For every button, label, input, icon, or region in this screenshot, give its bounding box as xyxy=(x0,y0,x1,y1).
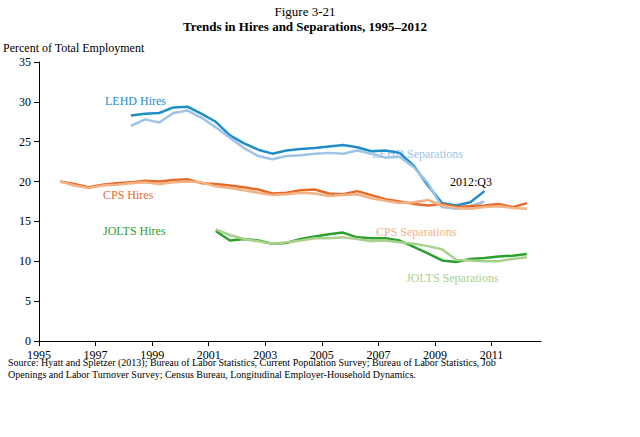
svg-text:20: 20 xyxy=(19,175,31,189)
svg-text:Source: Hyatt and Spletzer (20: Source: Hyatt and Spletzer (2013); Burea… xyxy=(8,356,499,368)
svg-text:2005: 2005 xyxy=(310,348,334,362)
svg-text:1999: 1999 xyxy=(140,348,164,362)
svg-text:2007: 2007 xyxy=(366,348,390,362)
svg-text:35: 35 xyxy=(19,55,31,69)
svg-text:Percent of Total Employment: Percent of Total Employment xyxy=(3,41,145,55)
svg-text:CPS Hires: CPS Hires xyxy=(103,188,154,202)
svg-text:2009: 2009 xyxy=(423,348,447,362)
svg-text:CPS Separations: CPS Separations xyxy=(376,225,457,239)
svg-text:JOLTS Hires: JOLTS Hires xyxy=(103,224,166,238)
svg-text:2001: 2001 xyxy=(197,348,221,362)
svg-text:2012:Q3: 2012:Q3 xyxy=(450,175,492,189)
svg-text:2003: 2003 xyxy=(253,348,277,362)
svg-text:1995: 1995 xyxy=(27,348,51,362)
svg-text:2011: 2011 xyxy=(480,348,504,362)
svg-text:10: 10 xyxy=(19,254,31,268)
svg-text:0: 0 xyxy=(25,334,31,348)
svg-text:JOLTS Separations: JOLTS Separations xyxy=(406,271,499,285)
svg-text:Openings and Labor Turnover Su: Openings and Labor Turnover Survey; Cens… xyxy=(8,369,416,380)
svg-text:Figure 3-21: Figure 3-21 xyxy=(274,4,335,19)
svg-text:25: 25 xyxy=(19,135,31,149)
svg-text:15: 15 xyxy=(19,214,31,228)
svg-text:Trends in Hires and Separation: Trends in Hires and Separations, 1995–20… xyxy=(183,19,427,34)
svg-text:5: 5 xyxy=(25,294,31,308)
svg-text:1997: 1997 xyxy=(84,348,108,362)
svg-text:LEHD Hires: LEHD Hires xyxy=(105,94,166,108)
svg-text:LEHD Separations: LEHD Separations xyxy=(372,147,463,161)
svg-text:30: 30 xyxy=(19,95,31,109)
